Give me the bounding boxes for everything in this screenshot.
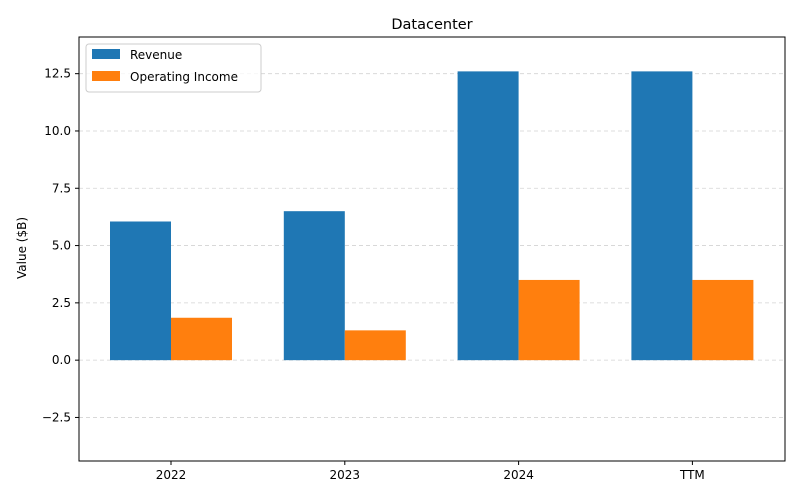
legend: Revenue Operating Income (85, 43, 262, 93)
y-tick-label: 12.5 (44, 67, 71, 81)
bar-operating-income (518, 279, 580, 361)
legend-label: Revenue (130, 48, 182, 62)
bar-revenue (110, 221, 171, 361)
bar-revenue (631, 71, 693, 361)
bar-operating-income (171, 317, 232, 361)
legend-swatch (92, 49, 120, 59)
chart-title: Datacenter (391, 17, 472, 33)
y-tick-label: 2.5 (52, 296, 71, 310)
x-axis-ticks: 2022 2023 2024 TTM (156, 461, 705, 482)
x-tick-label: 2022 (156, 468, 187, 482)
plot-frame (78, 36, 786, 462)
x-tick-label: 2023 (330, 468, 361, 482)
legend-swatch (92, 71, 120, 81)
y-axis-label: Value ($B) (15, 217, 29, 279)
bar-revenue (457, 71, 519, 361)
x-tick-label: 2024 (503, 468, 534, 482)
y-tick-label: 0.0 (52, 353, 71, 367)
y-tick-label: 10.0 (44, 124, 71, 138)
y-tick-label: −2.5 (42, 410, 71, 424)
bar-operating-income (344, 330, 406, 361)
x-tick-label: TTM (679, 468, 705, 482)
legend-label: Operating Income (130, 70, 238, 84)
bar-operating-income (692, 279, 754, 361)
legend-box (85, 43, 262, 93)
y-axis-ticks: −2.5 0.0 2.5 5.0 7.5 10.0 12.5 (42, 67, 79, 424)
bars (110, 71, 754, 361)
bar-revenue (283, 211, 345, 361)
y-tick-label: 7.5 (52, 181, 71, 195)
y-tick-label: 5.0 (52, 239, 71, 253)
